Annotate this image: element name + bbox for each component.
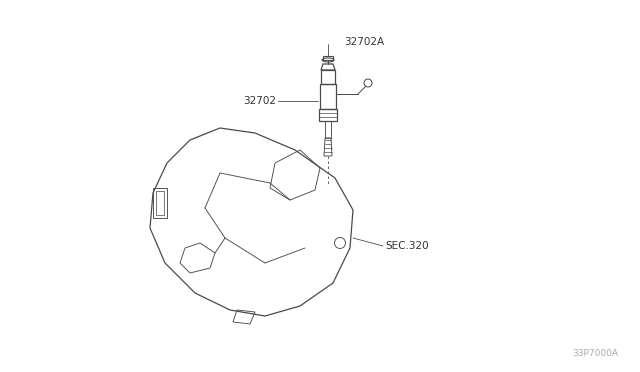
Text: 33P7000A: 33P7000A — [572, 349, 618, 358]
Text: 32702: 32702 — [243, 96, 276, 106]
Text: 32702A: 32702A — [344, 37, 384, 47]
Text: SEC.320: SEC.320 — [385, 241, 429, 251]
